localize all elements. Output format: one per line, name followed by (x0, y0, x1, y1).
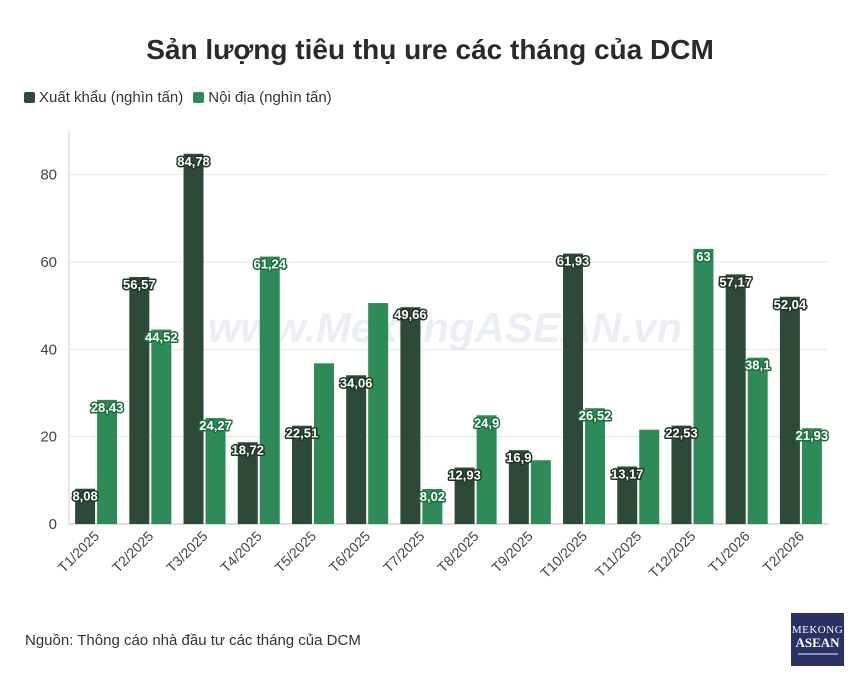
bar-export (237, 442, 258, 524)
bar-domestic (422, 488, 443, 524)
x-tick-label: T1/2025 (55, 528, 103, 576)
bar-domestic (368, 303, 389, 524)
data-label-export: 18,72 (231, 442, 264, 457)
data-label-export: 22,51 (286, 426, 319, 441)
bar-export (75, 488, 96, 524)
logo-line-2: ASEAN (795, 635, 840, 650)
bar-export (725, 274, 746, 524)
x-tick-label: T6/2025 (326, 528, 374, 576)
data-label-domestic: 24,27 (199, 418, 232, 433)
bar-domestic (693, 248, 714, 524)
data-label-domestic: 8,02 (420, 489, 445, 504)
bar-export (129, 276, 150, 524)
x-tick-label: T8/2025 (434, 528, 482, 576)
data-label-domestic: 21,93 (796, 428, 829, 443)
x-tick-label: T7/2025 (380, 528, 428, 576)
x-tick-label: T2/2026 (759, 528, 807, 576)
data-label-export: 57,17 (719, 274, 752, 289)
bar-domestic (476, 415, 497, 524)
data-label-export: 22,53 (665, 426, 698, 441)
data-label-export: 56,57 (123, 277, 156, 292)
bar-export (400, 307, 421, 524)
data-label-domestic: 38,1 (745, 358, 770, 373)
y-tick-label: 0 (49, 516, 57, 533)
data-label-export: 8,08 (72, 489, 97, 504)
bar-domestic (97, 399, 118, 524)
x-tick-label: T9/2025 (488, 528, 536, 576)
bar-export (779, 296, 800, 524)
bar-export (183, 153, 204, 524)
data-label-export: 49,66 (394, 307, 427, 322)
data-label-domestic: 44,52 (145, 330, 178, 345)
data-label-domestic: 63 (696, 249, 710, 264)
data-label-domestic: 26,52 (579, 408, 612, 423)
y-tick-label: 60 (40, 254, 57, 271)
y-tick-label: 80 (40, 167, 57, 184)
bar-domestic (313, 363, 334, 524)
data-label-export: 16,9 (506, 450, 531, 465)
y-tick-label: 20 (40, 429, 57, 446)
bar-domestic (639, 429, 660, 524)
data-label-export: 52,04 (774, 297, 807, 312)
bar-export (563, 253, 584, 524)
source-note: Nguồn: Thông cáo nhà đầu tư các tháng củ… (25, 632, 361, 649)
bar-domestic (151, 329, 172, 524)
x-tick-label: T1/2026 (705, 528, 753, 576)
x-tick-label: T12/2025 (645, 528, 698, 581)
bar-export (508, 450, 529, 524)
mekong-asean-logo: MEKONG ASEAN (791, 613, 844, 666)
bar-domestic (530, 460, 551, 524)
bar-domestic (259, 256, 280, 524)
logo-line-1: MEKONG (791, 624, 844, 636)
x-tick-label: T11/2025 (592, 528, 645, 581)
bar-domestic (205, 418, 226, 524)
x-tick-label: T2/2025 (109, 528, 157, 576)
legend-swatch-export (24, 92, 35, 103)
data-label-export: 84,78 (177, 154, 210, 169)
data-label-domestic: 28,43 (91, 400, 124, 415)
y-tick-label: 40 (40, 341, 57, 358)
data-label-export: 34,06 (340, 375, 373, 390)
legend-item-export: Xuất khẩu (nghìn tấn) (24, 89, 183, 106)
legend-item-domestic: Nội địa (nghìn tấn) (193, 89, 332, 106)
bar-export (346, 375, 367, 524)
x-tick-label: T10/2025 (537, 528, 590, 581)
data-label-export: 13,17 (611, 466, 644, 481)
bar-export (454, 467, 475, 524)
x-tick-label: T3/2025 (163, 528, 211, 576)
bar-export (671, 425, 692, 524)
watermark: www.MekongASEAN.vn (208, 304, 683, 351)
bar-domestic (801, 428, 822, 524)
legend-label-export: Xuất khẩu (nghìn tấn) (39, 89, 184, 106)
bar-export (617, 466, 638, 524)
data-label-export: 61,93 (557, 254, 590, 269)
bar-domestic (585, 408, 606, 524)
bar-domestic (747, 357, 768, 524)
logo-rule (797, 653, 838, 655)
data-label-domestic: 61,24 (253, 257, 286, 272)
legend-swatch-domestic (193, 92, 205, 103)
bar-export (291, 425, 312, 524)
x-tick-label: T4/2025 (217, 528, 265, 576)
legend: Xuất khẩu (nghìn tấn) Nội địa (nghìn tấn… (24, 89, 342, 106)
x-tick-label: T5/2025 (271, 528, 319, 576)
data-label-export: 12,93 (448, 468, 481, 483)
chart-title: Sản lượng tiêu thụ ure các tháng của DCM (146, 34, 714, 65)
legend-label-domestic: Nội địa (nghìn tấn) (208, 89, 332, 106)
data-label-domestic: 24,9 (474, 415, 499, 430)
